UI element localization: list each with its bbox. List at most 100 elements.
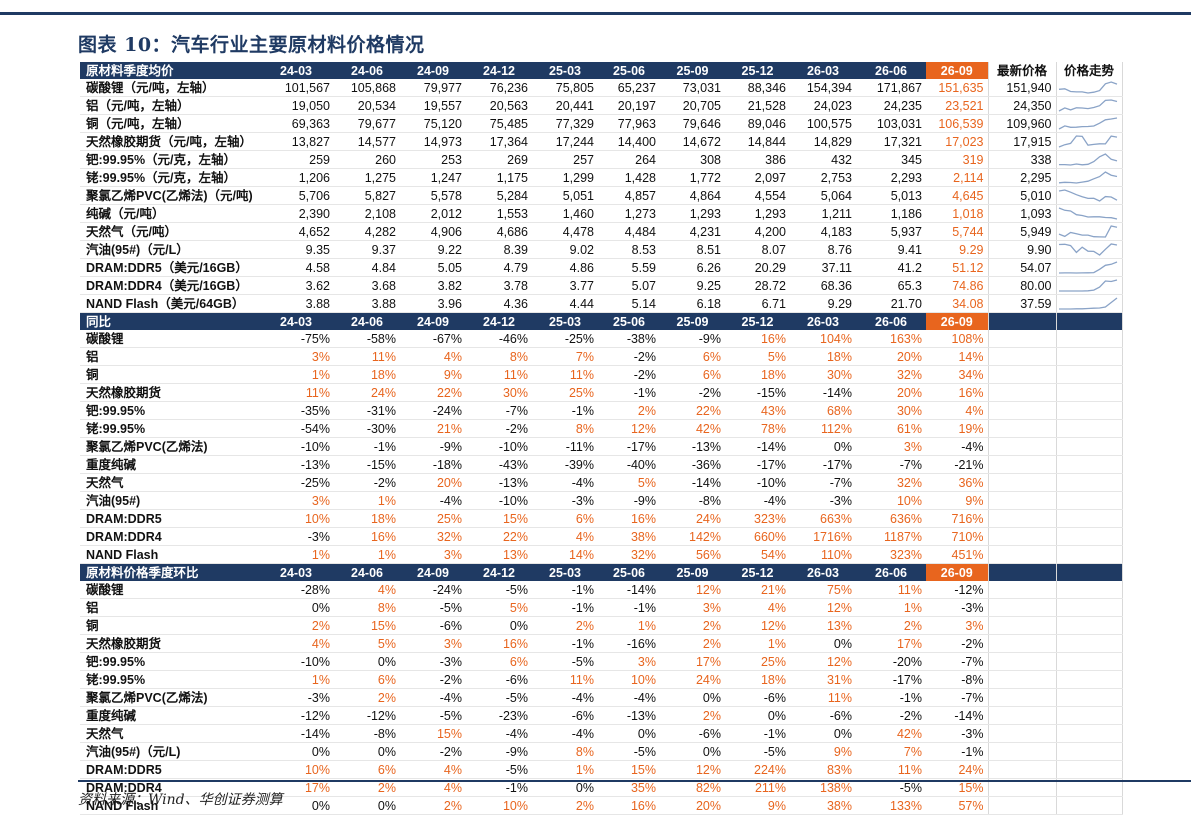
- sparkline-chart: [1058, 135, 1117, 148]
- price-cell: 5,051: [532, 186, 598, 205]
- change-cell: -24%: [400, 581, 466, 599]
- change-cell: -25%: [532, 330, 598, 348]
- price-cell: 6.71: [725, 294, 790, 313]
- price-cell: 74.86: [926, 276, 988, 295]
- material-name: 汽油(95#)（元/L): [80, 742, 258, 761]
- price-cell: 37.11: [790, 258, 856, 277]
- table-row: 聚氯乙烯PVC(乙烯法) -3% 2% -4% -5% -4% -4% 0% -6% 11% -1%…: [80, 688, 1123, 707]
- price-cell: 4,183: [790, 222, 856, 241]
- change-cell: -14%: [725, 437, 790, 456]
- change-cell: 2%: [258, 616, 334, 635]
- change-cell: 12%: [660, 760, 725, 779]
- change-cell: 38%: [790, 796, 856, 815]
- price-cell: 14,844: [725, 132, 790, 151]
- price-cell: 2,012: [400, 204, 466, 223]
- price-cell: 77,963: [598, 114, 660, 133]
- change-cell: 10%: [856, 491, 926, 510]
- change-cell: 0%: [660, 742, 725, 761]
- price-cell: 6.26: [660, 258, 725, 277]
- change-cell: -9%: [400, 437, 466, 456]
- blank-cell: [987, 330, 1056, 348]
- period-header: 25-12: [725, 312, 790, 330]
- change-cell: 24%: [926, 760, 988, 779]
- sparkline-chart: [1058, 225, 1117, 238]
- change-cell: 34%: [926, 365, 988, 384]
- sparkline-line: [1058, 171, 1117, 184]
- change-cell: -8%: [334, 724, 400, 743]
- latest-price-cell: 54.07: [987, 258, 1056, 277]
- price-cell: 8.76: [790, 240, 856, 259]
- change-cell: 14%: [532, 545, 598, 564]
- price-cell: 4.58: [258, 258, 334, 277]
- blank-cell: [1055, 545, 1123, 564]
- change-cell: -3%: [790, 491, 856, 510]
- period-header: 26-03: [790, 62, 856, 79]
- change-cell: -5%: [400, 598, 466, 617]
- table-row: 钯:99.95% -10% 0% -3% 6% -5% 3% 17% 25% 12% -20% -7%: [80, 652, 1123, 671]
- price-cell: 14,829: [790, 132, 856, 151]
- change-cell: 112%: [790, 419, 856, 438]
- price-cell: 259: [258, 150, 334, 169]
- change-cell: 3%: [400, 634, 466, 653]
- change-cell: 2%: [334, 688, 400, 707]
- change-cell: 1%: [258, 545, 334, 564]
- change-cell: 8%: [532, 742, 598, 761]
- table-row: 铑:99.95% -54% -30% 21% -2% 8% 12% 42% 78% 112% 61%…: [80, 419, 1123, 438]
- change-cell: 3%: [258, 491, 334, 510]
- change-cell: 11%: [790, 688, 856, 707]
- change-cell: -30%: [334, 419, 400, 438]
- material-name: 钯:99.95%: [80, 401, 258, 420]
- material-name: 铑:99.95%（元/克，左轴）: [80, 168, 258, 187]
- sparkline-line: [1058, 99, 1117, 112]
- change-cell: -5%: [466, 581, 532, 599]
- change-cell: 0%: [790, 724, 856, 743]
- change-cell: -7%: [790, 473, 856, 492]
- material-name: DRAM:DDR4: [80, 527, 258, 546]
- change-cell: 4%: [400, 778, 466, 797]
- price-cell: 20.29: [725, 258, 790, 277]
- change-cell: -1%: [598, 383, 660, 402]
- change-cell: 2%: [400, 796, 466, 815]
- change-cell: 36%: [926, 473, 988, 492]
- sparkline-line: [1058, 207, 1117, 220]
- price-cell: 4.44: [532, 294, 598, 313]
- sparkline-line: [1058, 189, 1117, 202]
- change-cell: 5%: [725, 347, 790, 366]
- price-cell: 5,284: [466, 186, 532, 205]
- change-cell: -6%: [790, 706, 856, 725]
- price-cell: 4,554: [725, 186, 790, 205]
- blank-cell: [1055, 706, 1123, 725]
- section-header-row: 原材料价格季度环比 24-03 24-06 24-09 24-12 25-03 25-06 2…: [80, 563, 1123, 581]
- trend-cell: [1055, 132, 1123, 151]
- change-cell: 14%: [926, 347, 988, 366]
- price-cell: 8.39: [466, 240, 532, 259]
- change-cell: 75%: [790, 581, 856, 599]
- change-cell: -18%: [400, 455, 466, 474]
- change-cell: 4%: [926, 401, 988, 420]
- price-cell: 269: [466, 150, 532, 169]
- change-cell: 104%: [790, 330, 856, 348]
- change-cell: 0%: [466, 616, 532, 635]
- section-header-label: 同比: [80, 312, 258, 330]
- latest-price-cell: 151,940: [987, 79, 1056, 97]
- change-cell: 2%: [334, 778, 400, 797]
- price-cell: 4,652: [258, 222, 334, 241]
- blank-cell: [1055, 330, 1123, 348]
- change-cell: 20%: [856, 383, 926, 402]
- change-cell: 1%: [598, 616, 660, 635]
- price-cell: 386: [725, 150, 790, 169]
- sparkline-chart: [1058, 261, 1117, 274]
- blank-cell: [1055, 688, 1123, 707]
- price-cell: 4.79: [466, 258, 532, 277]
- price-cell: 2,097: [725, 168, 790, 187]
- period-header: 25-12: [725, 563, 790, 581]
- change-cell: 3%: [400, 545, 466, 564]
- change-cell: 3%: [258, 347, 334, 366]
- change-cell: 6%: [660, 365, 725, 384]
- period-header: 24-03: [258, 62, 334, 79]
- latest-price-cell: 37.59: [987, 294, 1056, 313]
- price-cell: 14,672: [660, 132, 725, 151]
- change-cell: 0%: [334, 742, 400, 761]
- change-cell: 1%: [334, 491, 400, 510]
- material-name: 铝（元/吨，左轴）: [80, 96, 258, 115]
